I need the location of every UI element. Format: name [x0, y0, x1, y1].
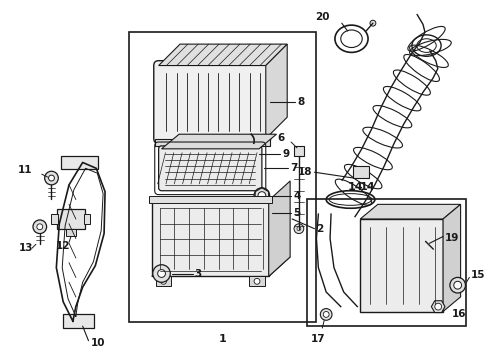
Circle shape	[293, 224, 303, 234]
Text: 17: 17	[310, 334, 325, 344]
Circle shape	[258, 192, 265, 199]
Circle shape	[37, 224, 42, 230]
Bar	[151, 201, 268, 276]
Text: 8: 8	[296, 97, 304, 107]
Polygon shape	[265, 44, 286, 139]
Circle shape	[453, 281, 461, 289]
Bar	[154, 139, 269, 147]
Circle shape	[152, 265, 170, 282]
Circle shape	[296, 227, 300, 231]
FancyBboxPatch shape	[153, 61, 270, 144]
Circle shape	[48, 175, 54, 181]
Circle shape	[434, 303, 441, 310]
Circle shape	[449, 278, 465, 293]
Circle shape	[254, 278, 260, 284]
Polygon shape	[151, 257, 289, 276]
Text: 14: 14	[359, 182, 374, 192]
Text: 6: 6	[277, 133, 285, 143]
Bar	[293, 146, 303, 156]
Circle shape	[254, 188, 269, 203]
Polygon shape	[360, 204, 460, 219]
Circle shape	[157, 270, 165, 278]
Bar	[66, 229, 76, 237]
Bar	[148, 195, 271, 203]
Bar	[129, 32, 316, 322]
Text: 20: 20	[315, 12, 329, 22]
Bar	[61, 156, 98, 169]
Text: 5: 5	[292, 208, 300, 218]
Text: 7: 7	[289, 163, 297, 173]
Polygon shape	[158, 44, 286, 66]
Text: 14: 14	[347, 182, 363, 192]
Circle shape	[323, 311, 328, 318]
Bar	[57, 209, 84, 229]
Text: 15: 15	[470, 270, 485, 280]
Text: 13: 13	[19, 243, 33, 253]
Text: 4: 4	[292, 190, 300, 201]
Text: 9: 9	[282, 149, 289, 159]
Polygon shape	[430, 301, 444, 312]
Circle shape	[44, 171, 58, 185]
Bar	[254, 209, 269, 217]
Circle shape	[369, 20, 375, 26]
Text: 19: 19	[444, 233, 458, 243]
Bar	[306, 199, 466, 326]
Bar	[63, 314, 94, 328]
Circle shape	[160, 278, 166, 284]
Polygon shape	[268, 181, 289, 276]
Polygon shape	[442, 204, 460, 311]
Text: 11: 11	[18, 165, 32, 175]
FancyBboxPatch shape	[158, 146, 262, 191]
Text: 10: 10	[90, 338, 105, 348]
Bar	[51, 214, 58, 224]
Text: 16: 16	[451, 310, 466, 319]
Text: 2: 2	[316, 224, 323, 234]
Circle shape	[33, 220, 46, 234]
Text: 3: 3	[194, 269, 202, 279]
Bar	[360, 219, 442, 311]
Bar	[155, 276, 171, 286]
Circle shape	[320, 309, 331, 320]
Polygon shape	[161, 134, 276, 149]
Bar	[83, 214, 90, 224]
Bar	[249, 276, 264, 286]
Text: 1: 1	[219, 334, 226, 344]
Circle shape	[428, 245, 436, 253]
Text: 18: 18	[297, 167, 312, 177]
Text: 12: 12	[56, 241, 70, 251]
Bar	[353, 166, 368, 178]
